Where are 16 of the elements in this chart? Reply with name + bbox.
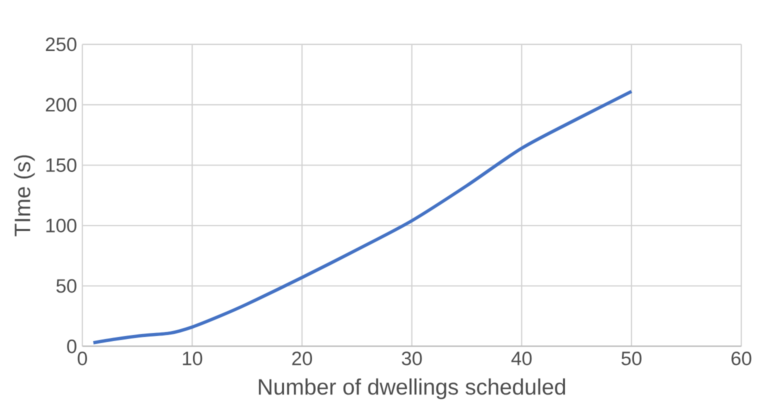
x-tick-label: 40 xyxy=(511,352,532,366)
x-tick-label: 10 xyxy=(182,352,202,366)
x-axis-title: Number of dwellings scheduled xyxy=(258,378,566,400)
y-tick-label: 0 xyxy=(67,340,76,354)
y-tick-label: 200 xyxy=(46,98,76,112)
x-tick-label: 60 xyxy=(732,352,752,366)
x-tick-label: 50 xyxy=(622,352,642,366)
y-tick-label: 50 xyxy=(56,279,76,293)
line-series xyxy=(92,90,634,345)
x-tick-label: 0 xyxy=(78,352,87,366)
x-tick-label: 30 xyxy=(402,352,422,366)
y-tick-label: 150 xyxy=(46,158,76,172)
y-axis-title: TIme (s) xyxy=(14,155,35,236)
x-tick-label: 20 xyxy=(292,352,312,366)
y-tick-label: 100 xyxy=(46,218,76,233)
y-tick-label: 250 xyxy=(46,38,76,52)
